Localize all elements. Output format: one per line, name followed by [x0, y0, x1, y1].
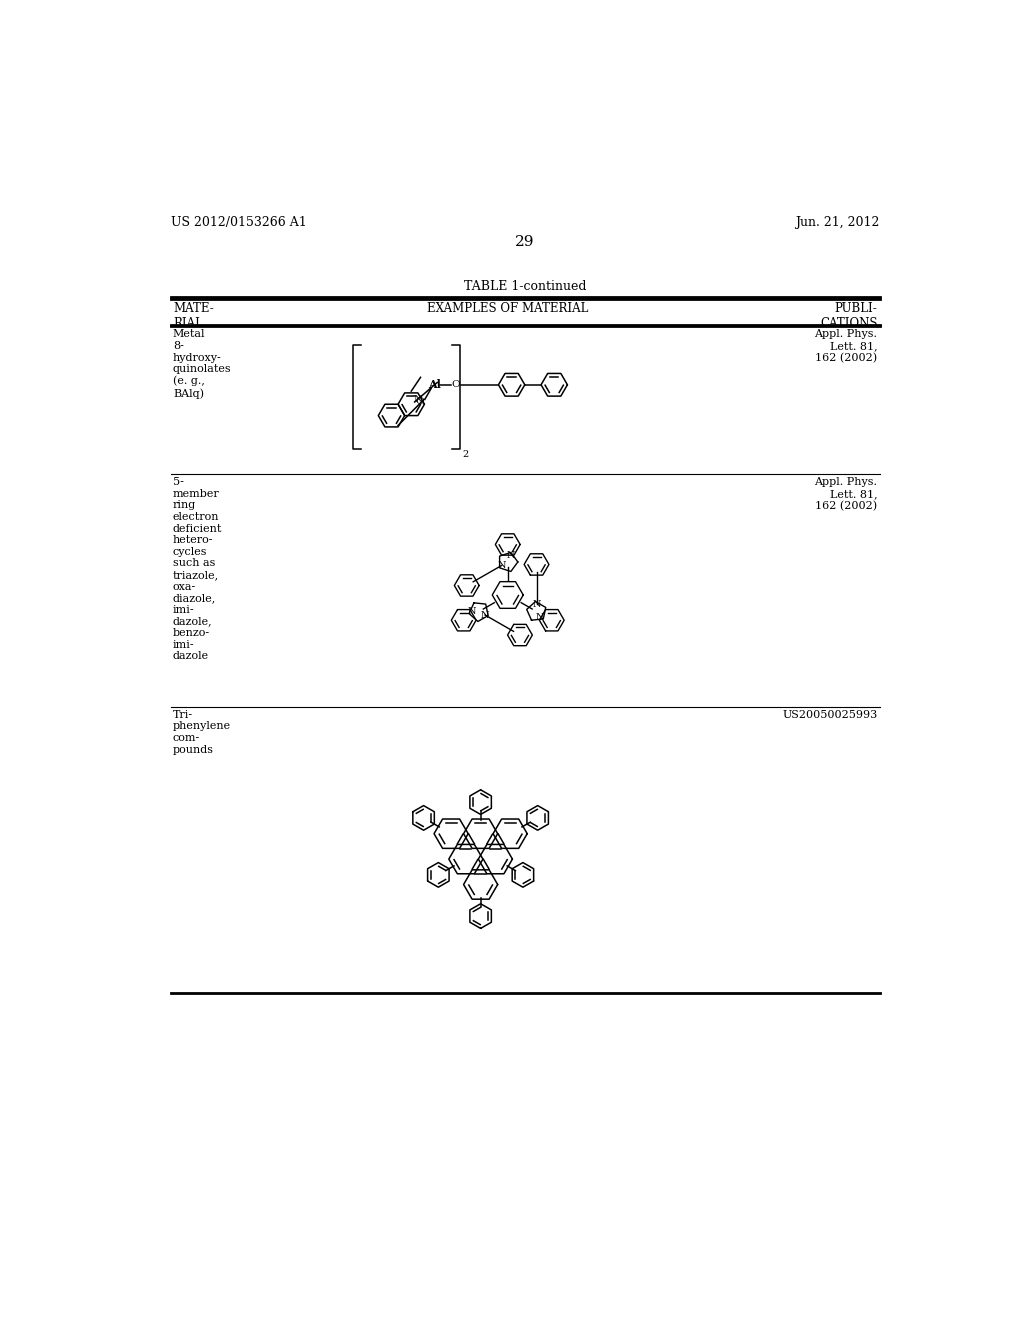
Text: N: N [507, 552, 515, 561]
Text: 29: 29 [515, 235, 535, 249]
Text: N: N [481, 611, 489, 619]
Text: PUBLI-
CATIONS: PUBLI- CATIONS [820, 302, 878, 330]
Text: Appl. Phys.
Lett. 81,
162 (2002): Appl. Phys. Lett. 81, 162 (2002) [814, 478, 878, 511]
Text: 2: 2 [462, 450, 468, 459]
Text: 5-
member
ring
electron
deficient
hetero-
cycles
such as
triazole,
oxa-
diazole,: 5- member ring electron deficient hetero… [173, 478, 222, 661]
Text: Al: Al [428, 379, 440, 391]
Text: MATE-
RIAL: MATE- RIAL [173, 302, 214, 330]
Text: Jun. 21, 2012: Jun. 21, 2012 [796, 216, 880, 230]
Text: N: N [532, 601, 541, 609]
Text: N: N [414, 395, 423, 404]
Text: N: N [468, 607, 476, 616]
Text: US 2012/0153266 A1: US 2012/0153266 A1 [171, 216, 306, 230]
Text: Tri-
phenylene
com-
pounds: Tri- phenylene com- pounds [173, 710, 231, 755]
Text: Metal
8-
hydroxy-
quinolates
(e. g.,
BAlq): Metal 8- hydroxy- quinolates (e. g., BAl… [173, 330, 231, 399]
Text: O: O [452, 380, 460, 389]
Text: US20050025993: US20050025993 [782, 710, 878, 719]
Text: Appl. Phys.
Lett. 81,
162 (2002): Appl. Phys. Lett. 81, 162 (2002) [814, 330, 878, 363]
Text: N: N [536, 612, 545, 622]
Text: TABLE 1-continued: TABLE 1-continued [464, 280, 586, 293]
Text: O: O [416, 397, 425, 407]
Text: EXAMPLES OF MATERIAL: EXAMPLES OF MATERIAL [427, 302, 589, 314]
Text: N: N [498, 561, 506, 570]
